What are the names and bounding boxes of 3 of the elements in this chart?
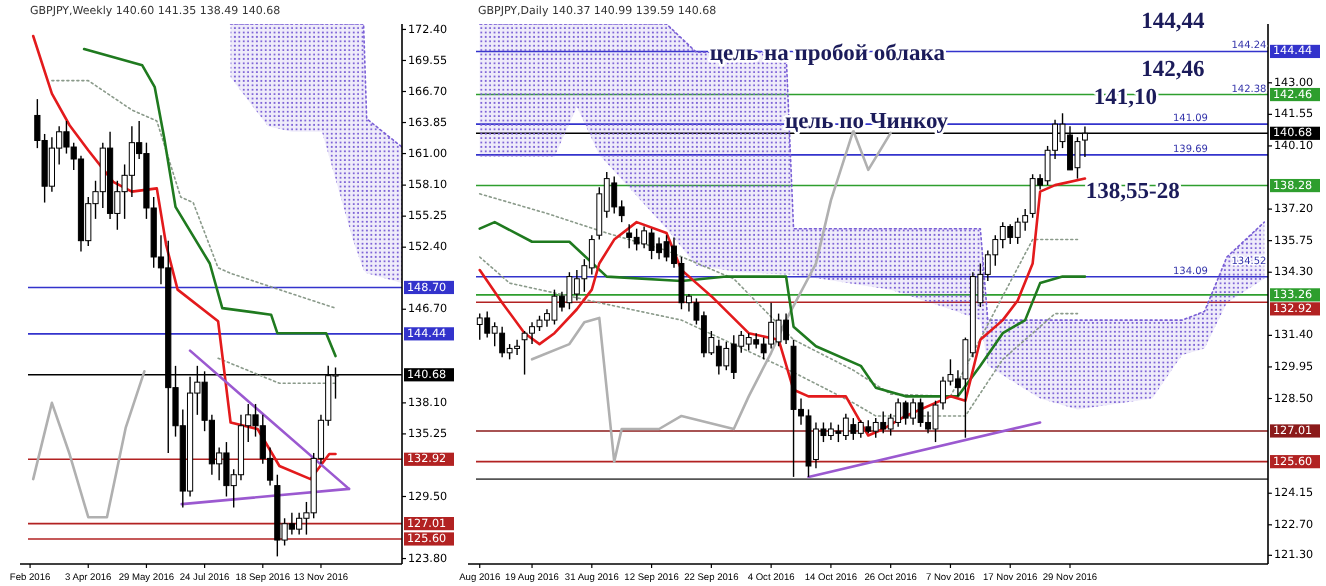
annotation: 142,46 <box>1141 58 1206 82</box>
annotation: 144,44 <box>1141 10 1206 34</box>
annotation: 138,55-28 <box>1085 180 1181 204</box>
